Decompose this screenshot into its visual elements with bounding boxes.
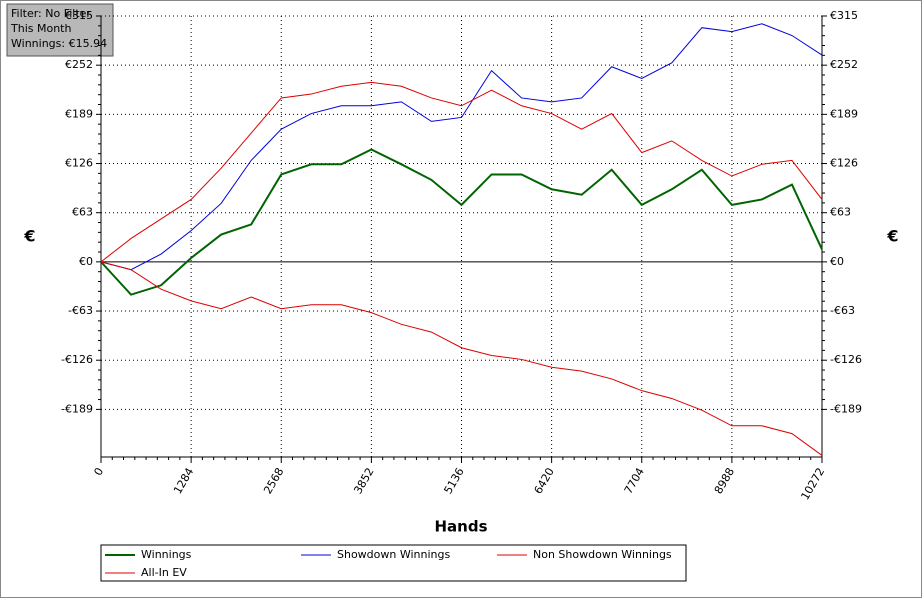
legend — [100, 544, 687, 582]
legend-label: Showdown Winnings — [337, 548, 451, 561]
y-tick-label: €315 — [65, 9, 93, 22]
y2-tick-label: -€189 — [830, 402, 862, 415]
legend-label: Winnings — [141, 548, 192, 561]
y-tick-label: €63 — [72, 206, 93, 219]
y2-tick-label: €0 — [830, 255, 844, 268]
y2-tick-label: -€63 — [830, 304, 855, 317]
filter-text: Winnings: €15.94 — [11, 37, 107, 50]
series-line — [100, 261, 823, 456]
y-tick-label: €0 — [79, 255, 93, 268]
y2-tick-label: €63 — [830, 206, 851, 219]
legend-label: All-In EV — [141, 566, 187, 579]
filter-text: This Month — [10, 22, 71, 35]
y2-label: € — [886, 227, 898, 246]
filter-text: Filter: No Filter — [11, 7, 91, 20]
x-label: Hands — [434, 518, 487, 536]
y2-tick-label: €252 — [830, 58, 858, 71]
series-line — [100, 148, 823, 296]
y2-tick-label: -€126 — [830, 353, 862, 366]
y2-tick-label: €315 — [830, 9, 858, 22]
legend-label: Non Showdown Winnings — [533, 548, 672, 561]
y-tick-label: €252 — [65, 58, 93, 71]
y2-tick-label: €189 — [830, 107, 858, 120]
filter-box — [6, 3, 114, 57]
y-tick-label: €189 — [65, 107, 93, 120]
y2-tick-label: €126 — [830, 157, 858, 170]
y-tick-label: -€126 — [61, 353, 93, 366]
y-tick-label: €126 — [65, 157, 93, 170]
series-line — [100, 23, 823, 271]
y-label: € — [23, 227, 35, 246]
series-line — [100, 81, 823, 263]
y-tick-label: -€63 — [68, 304, 93, 317]
y-tick-label: -€189 — [61, 402, 93, 415]
